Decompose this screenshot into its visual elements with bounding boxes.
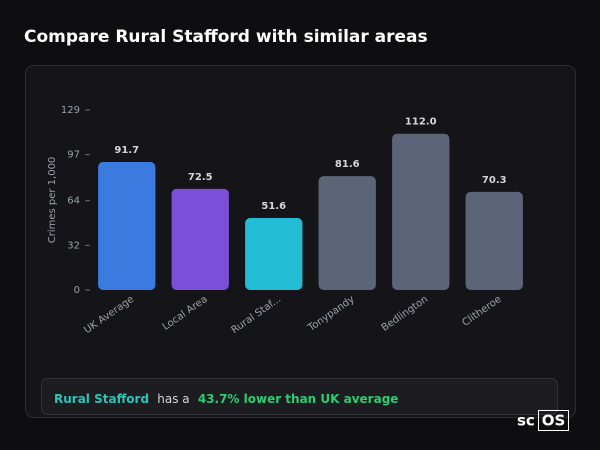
page-title: Compare Rural Stafford with similar area… [24,27,428,47]
bar [171,188,229,290]
bar [318,176,376,290]
bar [245,218,303,290]
logo-prefix: sc [517,412,535,430]
y-tick-label: 0 [74,285,80,296]
summary-comparison: 43.7% lower than UK average [198,392,399,406]
value-label: 72.5 [188,172,213,183]
summary: Rural Stafford has a 43.7% lower than UK… [54,392,398,406]
bar [392,133,450,290]
value-label: 51.6 [261,201,286,212]
summary-box [41,378,558,415]
y-tick-label: 32 [67,240,80,251]
summary-area: Rural Stafford [54,392,149,406]
value-label: 91.7 [114,145,139,156]
bar [465,191,523,290]
logo-boxed: OS [542,412,566,430]
value-label: 81.6 [335,159,360,170]
logo-box [538,410,569,431]
summary-text: has a [157,392,189,406]
y-axis-label: Crimes per 1,000 [47,157,58,244]
value-label: 112.0 [405,117,437,128]
y-tick-label: 129 [61,105,80,116]
value-label: 70.3 [482,175,507,186]
y-tick-label: 97 [67,150,80,161]
bar [98,162,156,290]
y-tick-label: 64 [67,196,80,207]
